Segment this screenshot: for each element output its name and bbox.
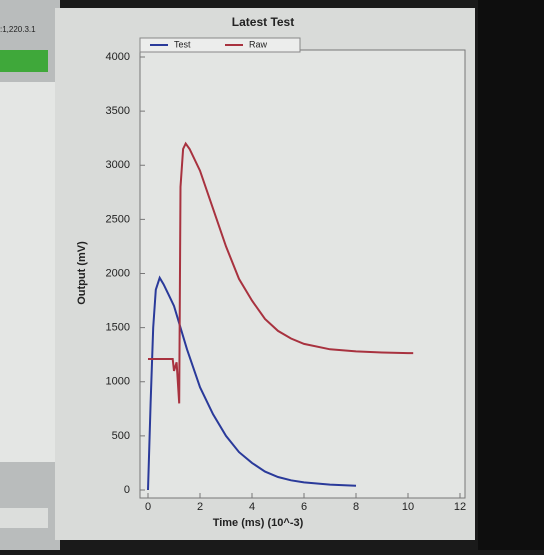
side-field[interactable] (0, 508, 48, 528)
y-tick-label: 1500 (106, 322, 130, 334)
bezel (478, 0, 544, 550)
x-tick-label: 2 (197, 501, 203, 513)
legend-label: Test (174, 39, 191, 49)
y-tick-label: 500 (112, 430, 130, 442)
y-tick-label: 2500 (106, 213, 130, 225)
y-tick-label: 3500 (106, 105, 130, 117)
x-axis-label: Time (ms) (10^-3) (213, 517, 304, 529)
y-tick-label: 2000 (106, 267, 130, 279)
chart-title: Latest Test (232, 15, 294, 29)
legend-label: Raw (249, 39, 268, 49)
x-tick-label: 10 (402, 501, 414, 513)
x-tick-label: 12 (454, 501, 466, 513)
y-tick-label: 4000 (106, 51, 130, 63)
green-button[interactable] (0, 50, 48, 72)
y-tick-label: 0 (124, 484, 130, 496)
y-tick-label: 3000 (106, 159, 130, 171)
y-axis-label: Output (mV) (76, 241, 88, 305)
y-tick-label: 1000 (106, 376, 130, 388)
x-tick-label: 6 (301, 501, 307, 513)
caption-fragment: :1,220.3.1 (0, 25, 36, 34)
x-tick-label: 4 (249, 501, 255, 513)
x-tick-label: 0 (145, 501, 151, 513)
legend-box (139, 37, 301, 53)
series-line (148, 141, 414, 404)
x-tick-label: 8 (353, 501, 359, 513)
series-line (147, 275, 357, 491)
plot-frame (139, 49, 466, 499)
side-list (0, 82, 55, 462)
